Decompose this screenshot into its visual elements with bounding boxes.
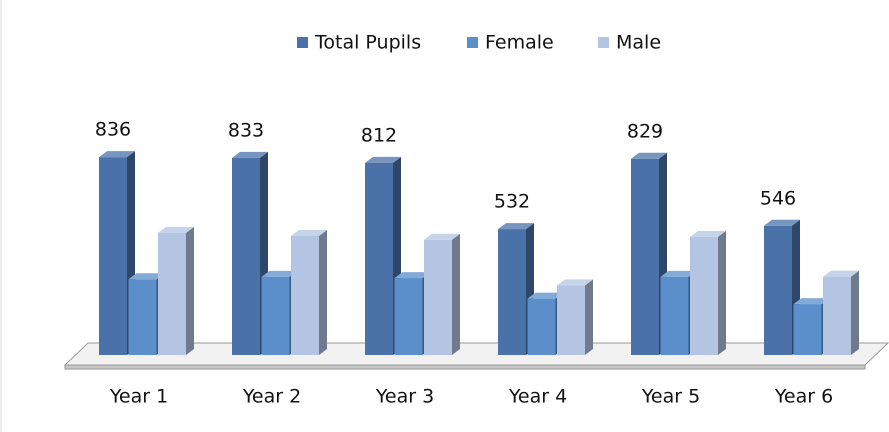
bar <box>424 239 452 355</box>
bar-top <box>527 292 564 299</box>
bar-top <box>424 233 460 240</box>
bar-top <box>291 229 327 236</box>
legend-label: Total Pupils <box>314 32 421 54</box>
legend-swatch <box>598 37 609 48</box>
x-tick-label: Year 6 <box>774 386 833 408</box>
bar-side <box>319 229 327 355</box>
legend-label: Female <box>485 32 554 54</box>
x-tick-label: Year 1 <box>109 386 168 408</box>
bar-top <box>690 230 726 237</box>
legend-label: Male <box>616 32 661 54</box>
bar <box>498 229 526 355</box>
bar-top <box>232 151 268 158</box>
bar-top <box>557 279 593 286</box>
legend-swatch <box>467 37 478 48</box>
data-label: 532 <box>494 191 530 213</box>
bar <box>557 285 585 355</box>
data-label: 546 <box>760 187 796 209</box>
bar <box>690 236 718 355</box>
bar-top <box>631 152 667 159</box>
bar-side <box>452 233 460 355</box>
x-tick-label: Year 2 <box>242 386 301 408</box>
bar-side <box>186 226 194 355</box>
bar <box>232 157 260 355</box>
bar-side <box>585 279 593 355</box>
bar-top <box>99 151 135 158</box>
x-tick-label: Year 4 <box>508 386 567 408</box>
legend-swatch <box>297 37 308 48</box>
bar <box>764 225 792 355</box>
bar-side <box>851 270 859 355</box>
bar-top <box>764 219 800 226</box>
x-tick-label: Year 5 <box>641 386 700 408</box>
bar-top <box>498 223 534 230</box>
bar-top <box>365 156 401 163</box>
bar-side <box>718 230 726 355</box>
bar-top <box>793 298 830 305</box>
bar <box>99 157 127 355</box>
bar-top <box>394 272 431 279</box>
bar <box>631 158 659 355</box>
bar <box>128 279 157 355</box>
bar <box>793 304 822 355</box>
bar-top <box>261 270 298 277</box>
floor-edge <box>64 364 866 370</box>
data-label: 812 <box>361 124 397 146</box>
bar <box>660 276 689 355</box>
bar-top <box>158 226 194 233</box>
x-tick-label: Year 3 <box>375 386 434 408</box>
bar-top <box>660 270 697 277</box>
data-label: 836 <box>95 119 131 141</box>
bar <box>823 276 851 355</box>
bar <box>394 278 423 355</box>
bar <box>158 232 186 355</box>
bar <box>527 298 556 355</box>
bar <box>261 276 290 355</box>
bar <box>291 235 319 355</box>
data-label: 829 <box>627 120 663 142</box>
bar <box>365 162 393 355</box>
bar-top <box>128 273 165 280</box>
bar-top <box>823 270 859 277</box>
data-label: 833 <box>228 119 264 141</box>
